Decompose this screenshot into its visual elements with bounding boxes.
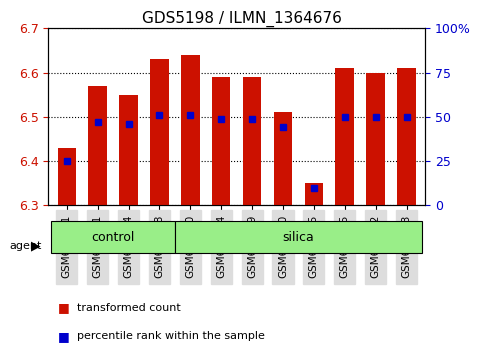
- Bar: [150, 59, 169, 205]
- FancyBboxPatch shape: [175, 221, 422, 253]
- Bar: [336, 68, 354, 205]
- Bar: [243, 77, 261, 205]
- Text: transformed count: transformed count: [77, 303, 181, 313]
- Bar: [88, 86, 107, 205]
- FancyBboxPatch shape: [51, 221, 175, 253]
- Text: ▶: ▶: [31, 240, 41, 252]
- Text: agent: agent: [10, 241, 42, 251]
- Text: GDS5198 / ILMN_1364676: GDS5198 / ILMN_1364676: [142, 11, 341, 27]
- Text: ■: ■: [58, 302, 70, 314]
- Bar: [119, 95, 138, 205]
- Text: ■: ■: [58, 330, 70, 343]
- Bar: [57, 148, 76, 205]
- Bar: [212, 77, 230, 205]
- Text: percentile rank within the sample: percentile rank within the sample: [77, 331, 265, 341]
- Bar: [305, 183, 323, 205]
- Bar: [397, 68, 416, 205]
- Bar: [181, 55, 199, 205]
- Text: silica: silica: [283, 231, 314, 244]
- Bar: [367, 73, 385, 205]
- Text: control: control: [91, 231, 135, 244]
- Bar: [274, 113, 292, 205]
